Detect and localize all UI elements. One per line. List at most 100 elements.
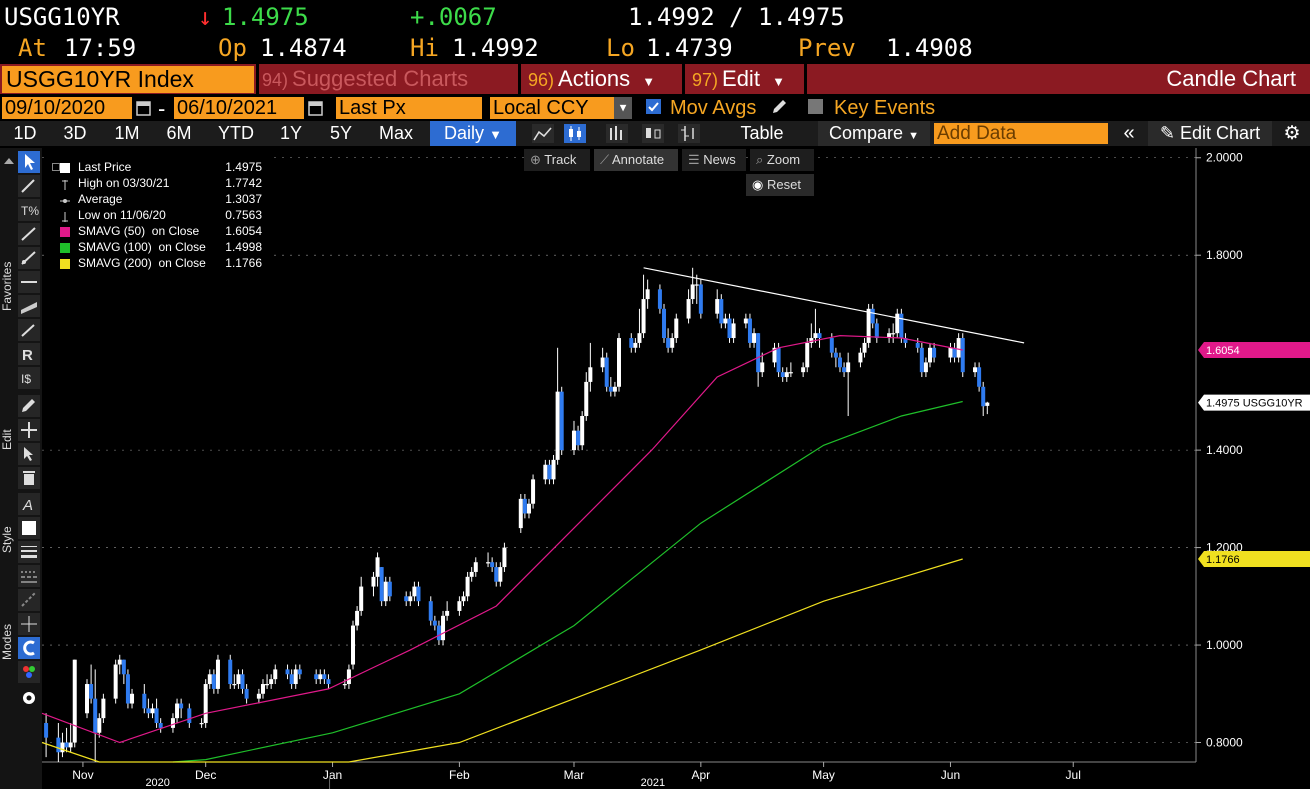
frequency-select[interactable]: Daily ▼ xyxy=(430,121,516,146)
calendar-icon[interactable] xyxy=(136,99,152,117)
color-mode-icon[interactable] xyxy=(18,661,40,683)
period-1m-button[interactable]: 1M xyxy=(114,123,140,143)
ohlc-icon[interactable] xyxy=(678,124,700,143)
pencil-tool-icon[interactable] xyxy=(18,395,40,417)
key-events-checkbox[interactable] xyxy=(808,99,823,114)
legend-toggle-icon[interactable] xyxy=(52,160,60,171)
reset-icon: ◉ xyxy=(752,177,764,192)
trash-icon[interactable] xyxy=(18,467,40,489)
candle xyxy=(837,352,842,373)
magnet-mode-icon[interactable] xyxy=(18,637,40,659)
edit-menu-button[interactable]: 97) Edit ▼ xyxy=(692,64,802,94)
price-tag-box xyxy=(1198,550,1310,567)
series-line xyxy=(41,334,963,744)
actions-menu-button[interactable]: 96) Actions ▼ xyxy=(528,64,678,94)
move-tool-icon[interactable] xyxy=(18,419,40,441)
calendar-icon[interactable] xyxy=(308,99,324,117)
candle xyxy=(555,347,560,465)
legend-row: High on 03/30/21 1.7742 xyxy=(56,176,262,191)
candle xyxy=(612,381,617,397)
security-field[interactable]: USGG10YR Index xyxy=(2,66,254,93)
gear-icon[interactable]: ⚙ xyxy=(1283,123,1301,144)
candle xyxy=(915,338,920,353)
calendar-icon-graphic xyxy=(308,101,323,116)
collapse-icon[interactable]: « xyxy=(1123,122,1135,144)
price-tool-icon[interactable]: I$ xyxy=(18,367,40,389)
candle xyxy=(657,284,662,314)
period-max-button[interactable]: Max xyxy=(378,123,413,143)
candle xyxy=(416,581,421,607)
retracement-tool-icon[interactable]: R xyxy=(18,343,40,365)
fill-color-icon[interactable] xyxy=(18,517,40,539)
candle-body xyxy=(273,669,278,680)
candle xyxy=(371,571,376,597)
candle xyxy=(895,308,900,339)
line-weight-icon[interactable] xyxy=(18,541,40,563)
line-chart-icon[interactable] xyxy=(532,124,554,143)
suggested-charts-button[interactable]: 94) Suggested Charts xyxy=(262,64,514,94)
line-style-icon[interactable] xyxy=(18,565,40,587)
reset-button[interactable]: ◉ Reset xyxy=(746,174,814,196)
price-field-select[interactable]: Last Px xyxy=(336,97,482,119)
crosshair-tool-icon[interactable] xyxy=(18,613,40,635)
candle xyxy=(68,723,73,753)
period-1d-button[interactable]: 1D xyxy=(13,123,37,143)
quote-time: 17:59 xyxy=(64,34,137,62)
caret-icon[interactable] xyxy=(3,152,15,164)
candle xyxy=(576,425,581,451)
chart-legend: Last Price 1.4975 High on 03/30/21 1.7742 Av… xyxy=(50,156,268,274)
candle xyxy=(633,338,638,353)
hollow-candle-icon[interactable] xyxy=(642,124,664,143)
percent-tool-icon[interactable]: T% xyxy=(18,199,40,221)
ray-tool-icon[interactable] xyxy=(18,247,40,269)
candles xyxy=(44,267,990,762)
period-5y-button[interactable]: 5Y xyxy=(329,123,353,143)
legend-name: SMAVG (200) on Close xyxy=(78,256,206,270)
news-button[interactable]: ☰ News xyxy=(682,149,746,171)
horizontal-line-glyph xyxy=(21,281,37,283)
chevron-down-icon: ▼ xyxy=(642,74,656,89)
period-ytd-button[interactable]: YTD xyxy=(218,123,254,143)
candle-body xyxy=(175,703,180,719)
track-button[interactable]: ⊕ Track xyxy=(524,149,590,171)
candle xyxy=(375,552,380,587)
end-date-input[interactable]: 06/10/2021 xyxy=(174,97,304,119)
annotate-button[interactable]: ⟋ Annotate xyxy=(594,149,678,171)
text-style-icon[interactable]: A xyxy=(18,493,40,515)
candle xyxy=(428,596,433,626)
table-button[interactable]: Table xyxy=(740,123,784,143)
color-mode-glyph xyxy=(23,666,35,678)
start-date-input[interactable]: 09/10/2020 xyxy=(2,97,132,119)
candle-body xyxy=(179,703,184,709)
arrow-tool-icon[interactable] xyxy=(18,319,40,341)
edit-chart-button[interactable]: ✎ Edit Chart xyxy=(1148,121,1272,146)
candle-chart-icon[interactable] xyxy=(564,124,586,143)
zoom-button[interactable]: ⌕ Zoom xyxy=(750,149,814,171)
candle xyxy=(175,698,180,724)
bar-chart-icon[interactable] xyxy=(606,124,628,143)
price-tag-label: 1.6054 xyxy=(1206,345,1240,357)
pencil-icon[interactable] xyxy=(770,98,788,116)
candle xyxy=(387,576,392,602)
annotate-tool-icon[interactable] xyxy=(18,175,40,197)
candle xyxy=(760,352,765,378)
candle xyxy=(670,333,675,353)
mov-avgs-checkbox[interactable] xyxy=(646,99,661,114)
currency-select[interactable]: Local CCY xyxy=(490,97,614,119)
settings-gear-icon[interactable] xyxy=(18,687,40,709)
add-data-input[interactable]: Add Data xyxy=(934,123,1108,144)
candle-body xyxy=(887,333,892,339)
period-6m-button[interactable]: 6M xyxy=(166,123,192,143)
horizontal-line-icon[interactable] xyxy=(18,271,40,293)
pointer-tool-icon[interactable] xyxy=(18,151,40,173)
compare-button[interactable]: Compare ▼ xyxy=(818,121,930,146)
period-1y-button[interactable]: 1Y xyxy=(279,123,303,143)
svg-text:A: A xyxy=(22,497,33,514)
select-tool-icon[interactable] xyxy=(18,443,40,465)
trendline-tool-icon[interactable] xyxy=(18,223,40,245)
chevron-down-icon[interactable]: ▼ xyxy=(614,97,632,119)
channel-tool-icon[interactable] xyxy=(18,295,40,317)
eraser-tool-icon[interactable] xyxy=(18,589,40,611)
period-3d-button[interactable]: 3D xyxy=(63,123,87,143)
